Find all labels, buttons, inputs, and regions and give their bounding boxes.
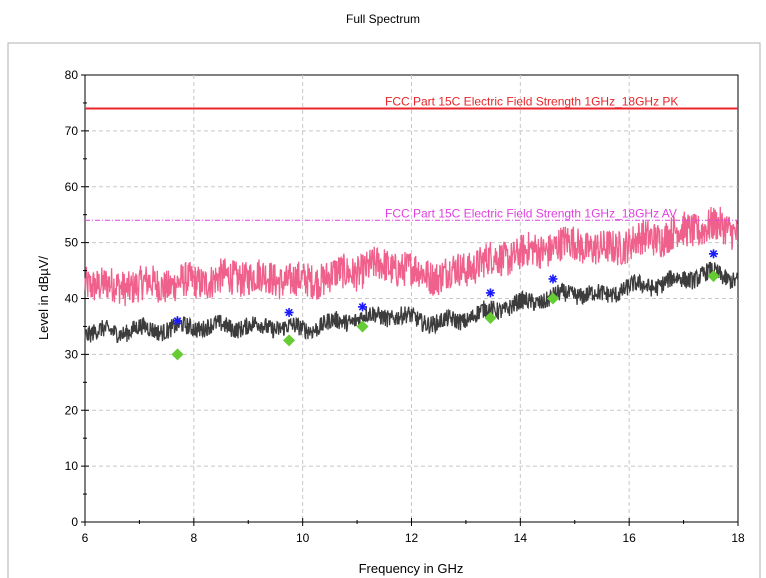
star-marker [284,307,294,317]
star-marker [709,249,719,259]
y-tick-label: 0 [71,515,78,529]
axis-layer: 0 10 20 30 40 50 60 70 80 6 8 10 12 14 16 18 [65,68,745,545]
diamond-marker [283,334,296,347]
x-tick-label: 16 [622,531,636,545]
x-tick-label: 14 [514,531,528,545]
y-axis-title: Level in dBµV/ [36,256,51,340]
x-tick-label: 18 [731,531,745,545]
diamond-marker [546,292,559,305]
series-trace-1 [84,261,739,344]
series-trace-0 [84,206,739,307]
chart-title: Full Spectrum [346,12,420,26]
y-tick-label: 60 [65,180,79,194]
limit-label-pk: FCC Part 15C Electric Field Strength 1GH… [385,95,678,109]
limit-layer: FCC Part 15C Electric Field Strength 1GH… [85,95,738,221]
x-tick-label: 12 [405,531,419,545]
x-tick-label: 8 [190,531,197,545]
star-marker [358,302,368,312]
star-marker [548,274,558,284]
y-tick-label: 80 [65,68,79,82]
series-layer [84,206,739,344]
grid-layer [85,75,738,522]
limit-label-av: FCC Part 15C Electric Field Strength 1GH… [385,206,677,220]
diamond-marker [484,312,497,325]
y-tick-label: 30 [65,347,79,361]
y-tick-label: 50 [65,236,79,250]
y-tick-label: 40 [65,292,79,306]
y-tick-label: 10 [65,459,79,473]
star-marker [485,288,495,298]
marker-layer [171,249,720,361]
diamond-marker [171,348,184,361]
x-axis-title: Frequency in GHz [359,561,464,576]
star-marker [173,316,183,326]
diamond-marker [356,320,369,333]
diamond-marker [707,270,720,283]
y-tick-label: 20 [65,403,79,417]
x-tick-label: 10 [296,531,310,545]
y-tick-label: 70 [65,124,79,138]
x-tick-label: 6 [82,531,89,545]
